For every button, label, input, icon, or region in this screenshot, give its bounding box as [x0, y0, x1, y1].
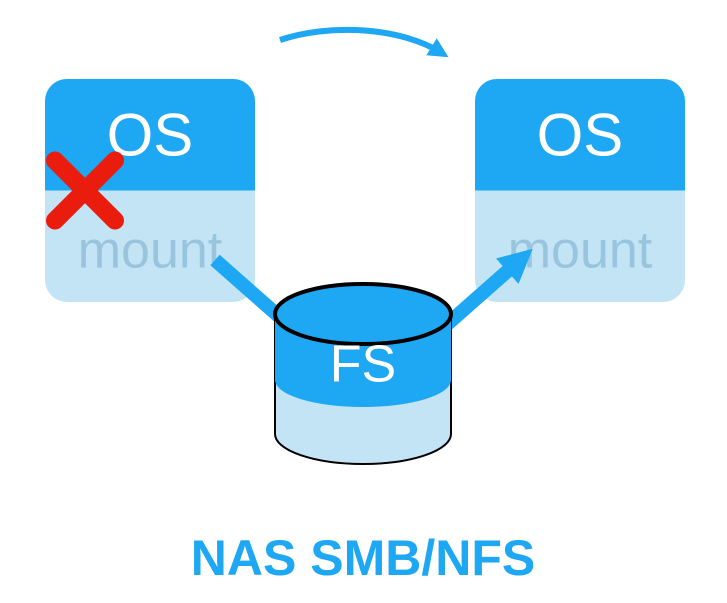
storage-cylinder: FS	[275, 284, 451, 464]
left-os-box-mount-label: mount	[78, 222, 223, 280]
storage-label: FS	[330, 335, 396, 393]
caption-text: NAS SMB/NFS	[191, 530, 535, 586]
failover-arrow	[280, 30, 440, 52]
right-os-box-os-label: OS	[537, 101, 624, 168]
right-os-box-mount-label: mount	[508, 222, 653, 280]
nas-diagram: OSmountOSmountFSNAS SMB/NFS	[0, 0, 727, 603]
